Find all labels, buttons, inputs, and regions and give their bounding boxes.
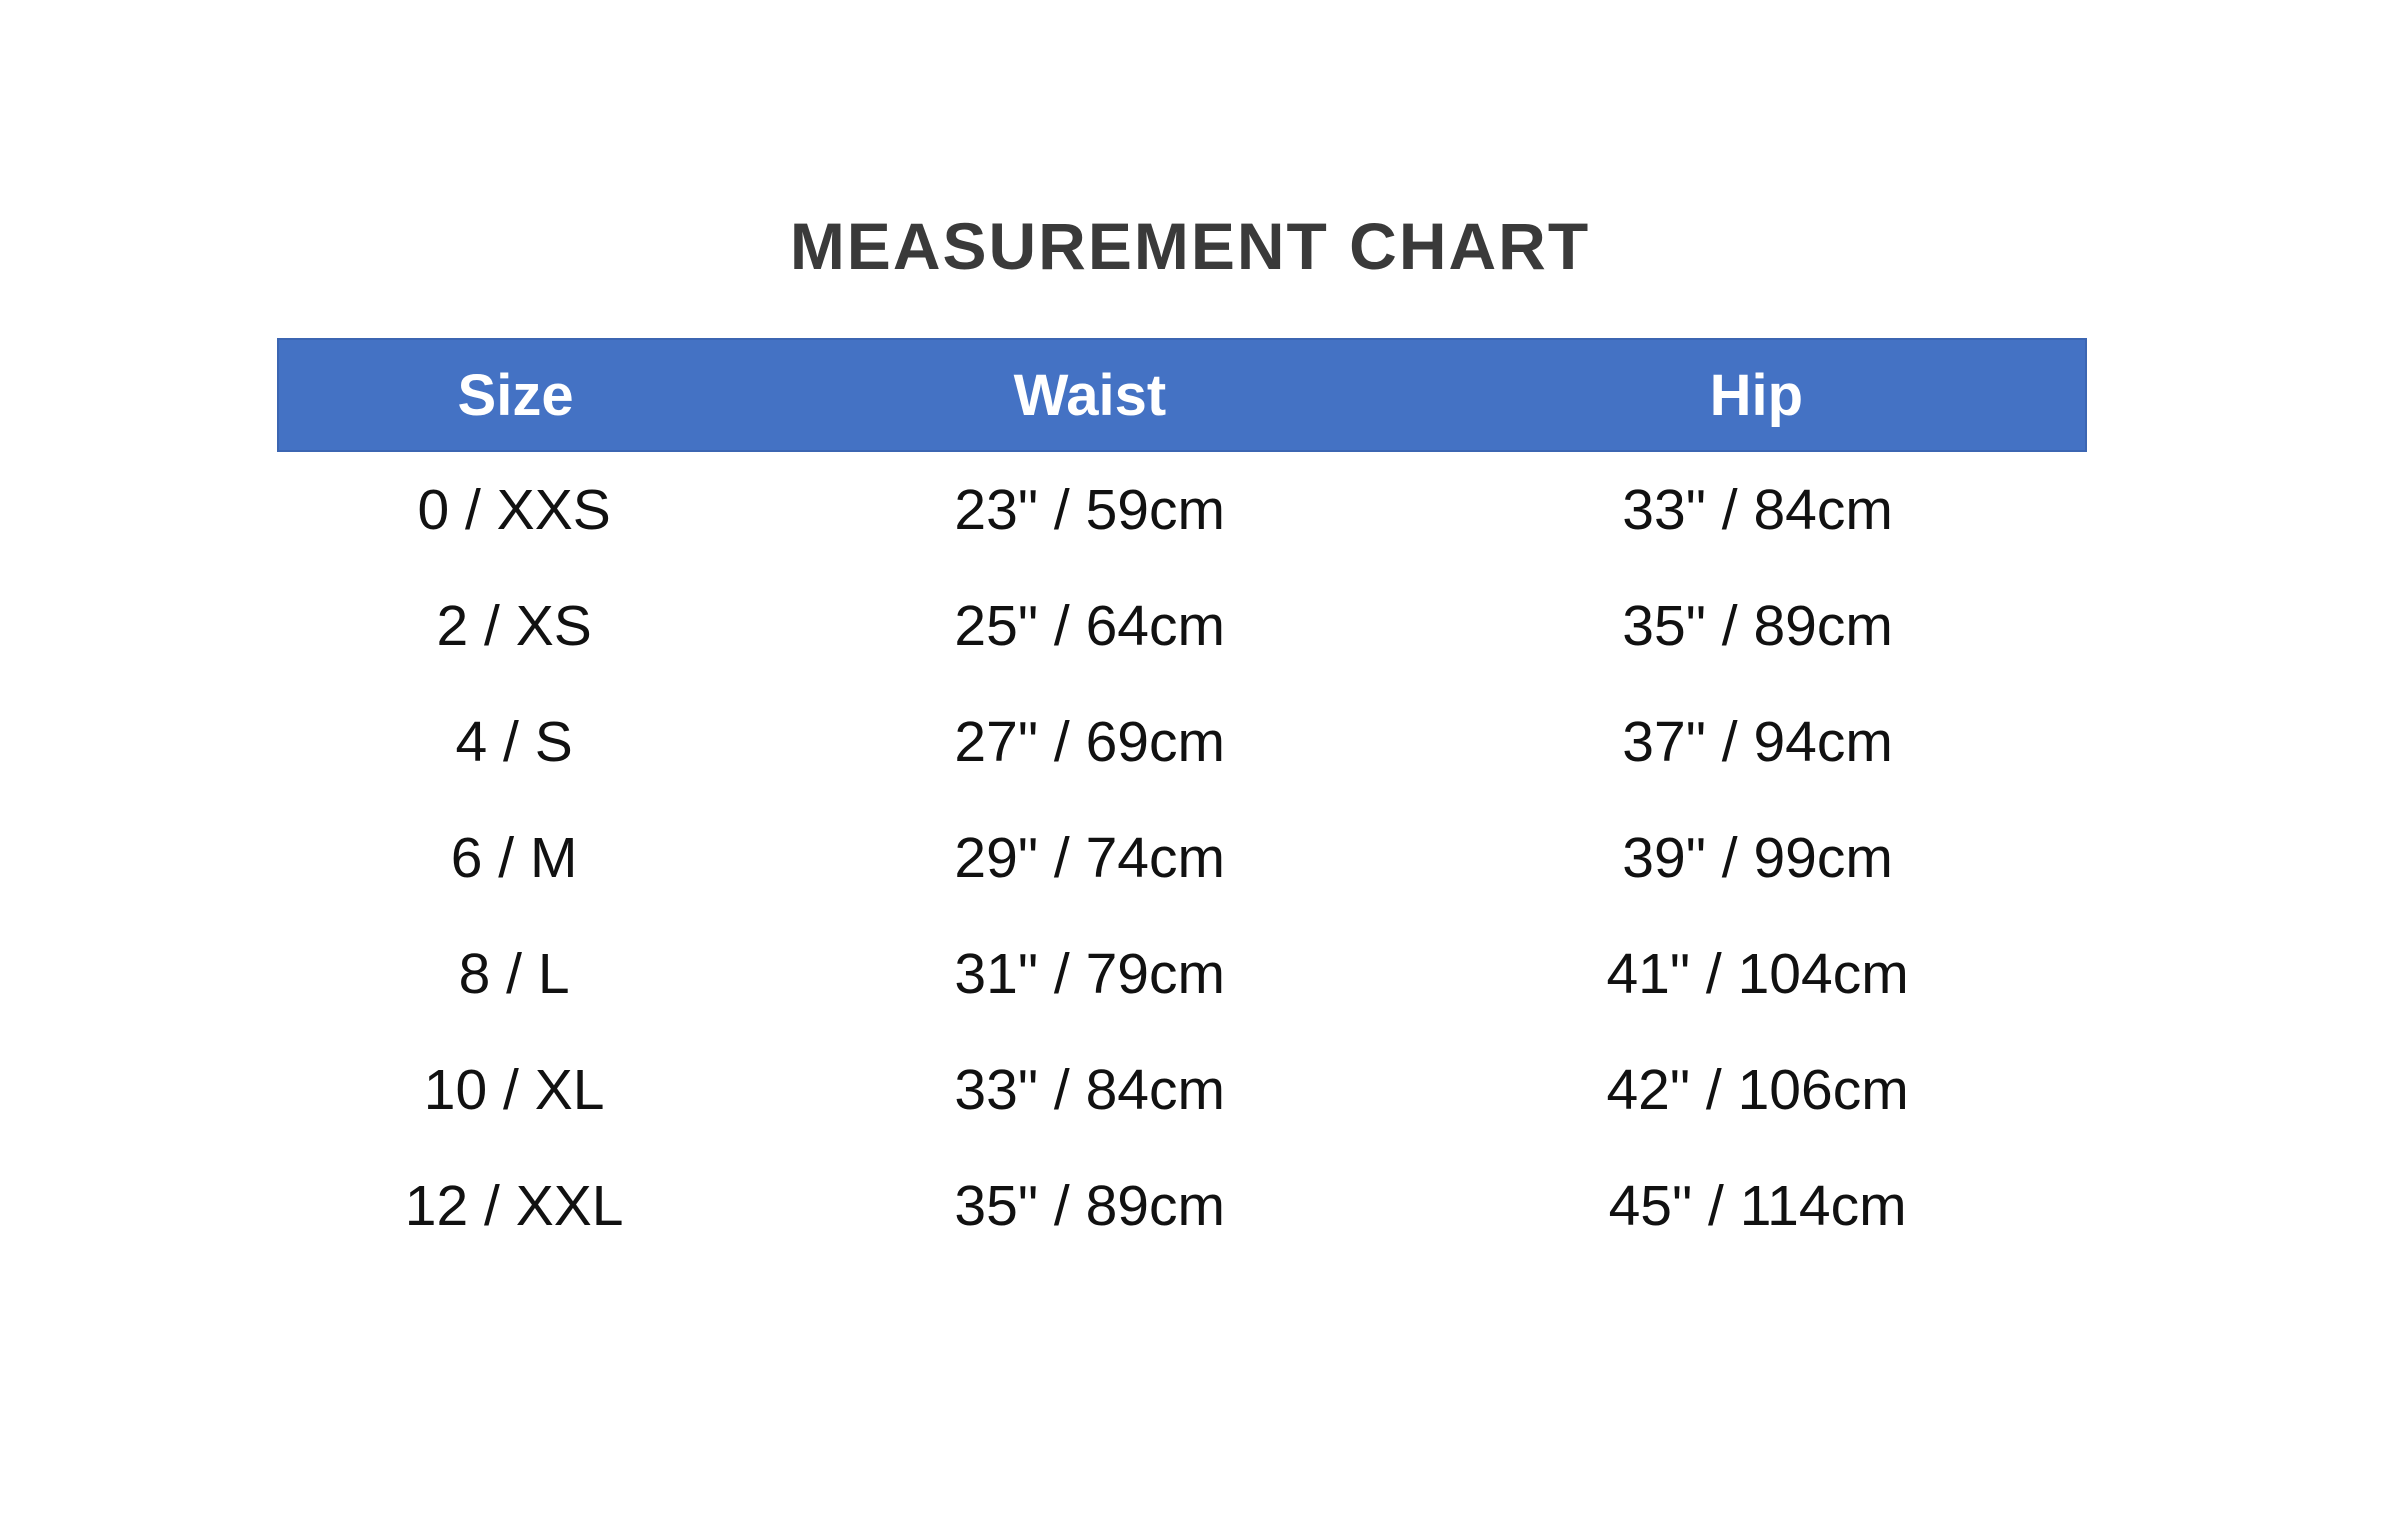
waist-cell: 25" / 64cm [954, 594, 1225, 658]
size-cell: 12 / XXL [404, 1174, 624, 1238]
table-row: 6 / M 29" / 74cm 39" / 99cm [277, 800, 2087, 916]
hip-cell: 39" / 99cm [1622, 826, 1893, 890]
column-header-waist: Waist [1013, 362, 1167, 428]
table-header-row: Size Waist Hip [277, 338, 2087, 452]
size-cell: 4 / S [455, 710, 573, 774]
measurement-table: Size Waist Hip 0 / XXS 23" / 59cm 33" / … [277, 338, 2087, 1264]
waist-cell: 33" / 84cm [954, 1058, 1225, 1122]
size-cell: 8 / L [458, 942, 570, 1006]
column-header-hip: Hip [1709, 362, 1804, 428]
page-title: MEASUREMENT CHART [789, 209, 1591, 283]
table-row: 10 / XL 33" / 84cm 42" / 106cm [277, 1032, 2087, 1148]
hip-cell: 33" / 84cm [1622, 478, 1893, 542]
waist-cell: 23" / 59cm [954, 478, 1225, 542]
table-row: 4 / S 27" / 69cm 37" / 94cm [277, 684, 2087, 800]
table-row: 2 / XS 25" / 64cm 35" / 89cm [277, 568, 2087, 684]
column-header-size: Size [457, 362, 574, 428]
size-cell: 10 / XL [423, 1058, 605, 1122]
waist-cell: 27" / 69cm [954, 710, 1225, 774]
table-row: 0 / XXS 23" / 59cm 33" / 84cm [277, 452, 2087, 568]
waist-cell: 35" / 89cm [954, 1174, 1225, 1238]
waist-cell: 29" / 74cm [954, 826, 1225, 890]
hip-cell: 41" / 104cm [1606, 942, 1909, 1006]
size-cell: 6 / M [450, 826, 578, 890]
size-cell: 0 / XXS [417, 478, 611, 542]
hip-cell: 35" / 89cm [1622, 594, 1893, 658]
table-row: 12 / XXL 35" / 89cm 45" / 114cm [277, 1148, 2087, 1264]
size-cell: 2 / XS [436, 594, 592, 658]
waist-cell: 31" / 79cm [954, 942, 1225, 1006]
hip-cell: 45" / 114cm [1608, 1174, 1907, 1238]
hip-cell: 42" / 106cm [1606, 1058, 1909, 1122]
hip-cell: 37" / 94cm [1622, 710, 1893, 774]
table-row: 8 / L 31" / 79cm 41" / 104cm [277, 916, 2087, 1032]
